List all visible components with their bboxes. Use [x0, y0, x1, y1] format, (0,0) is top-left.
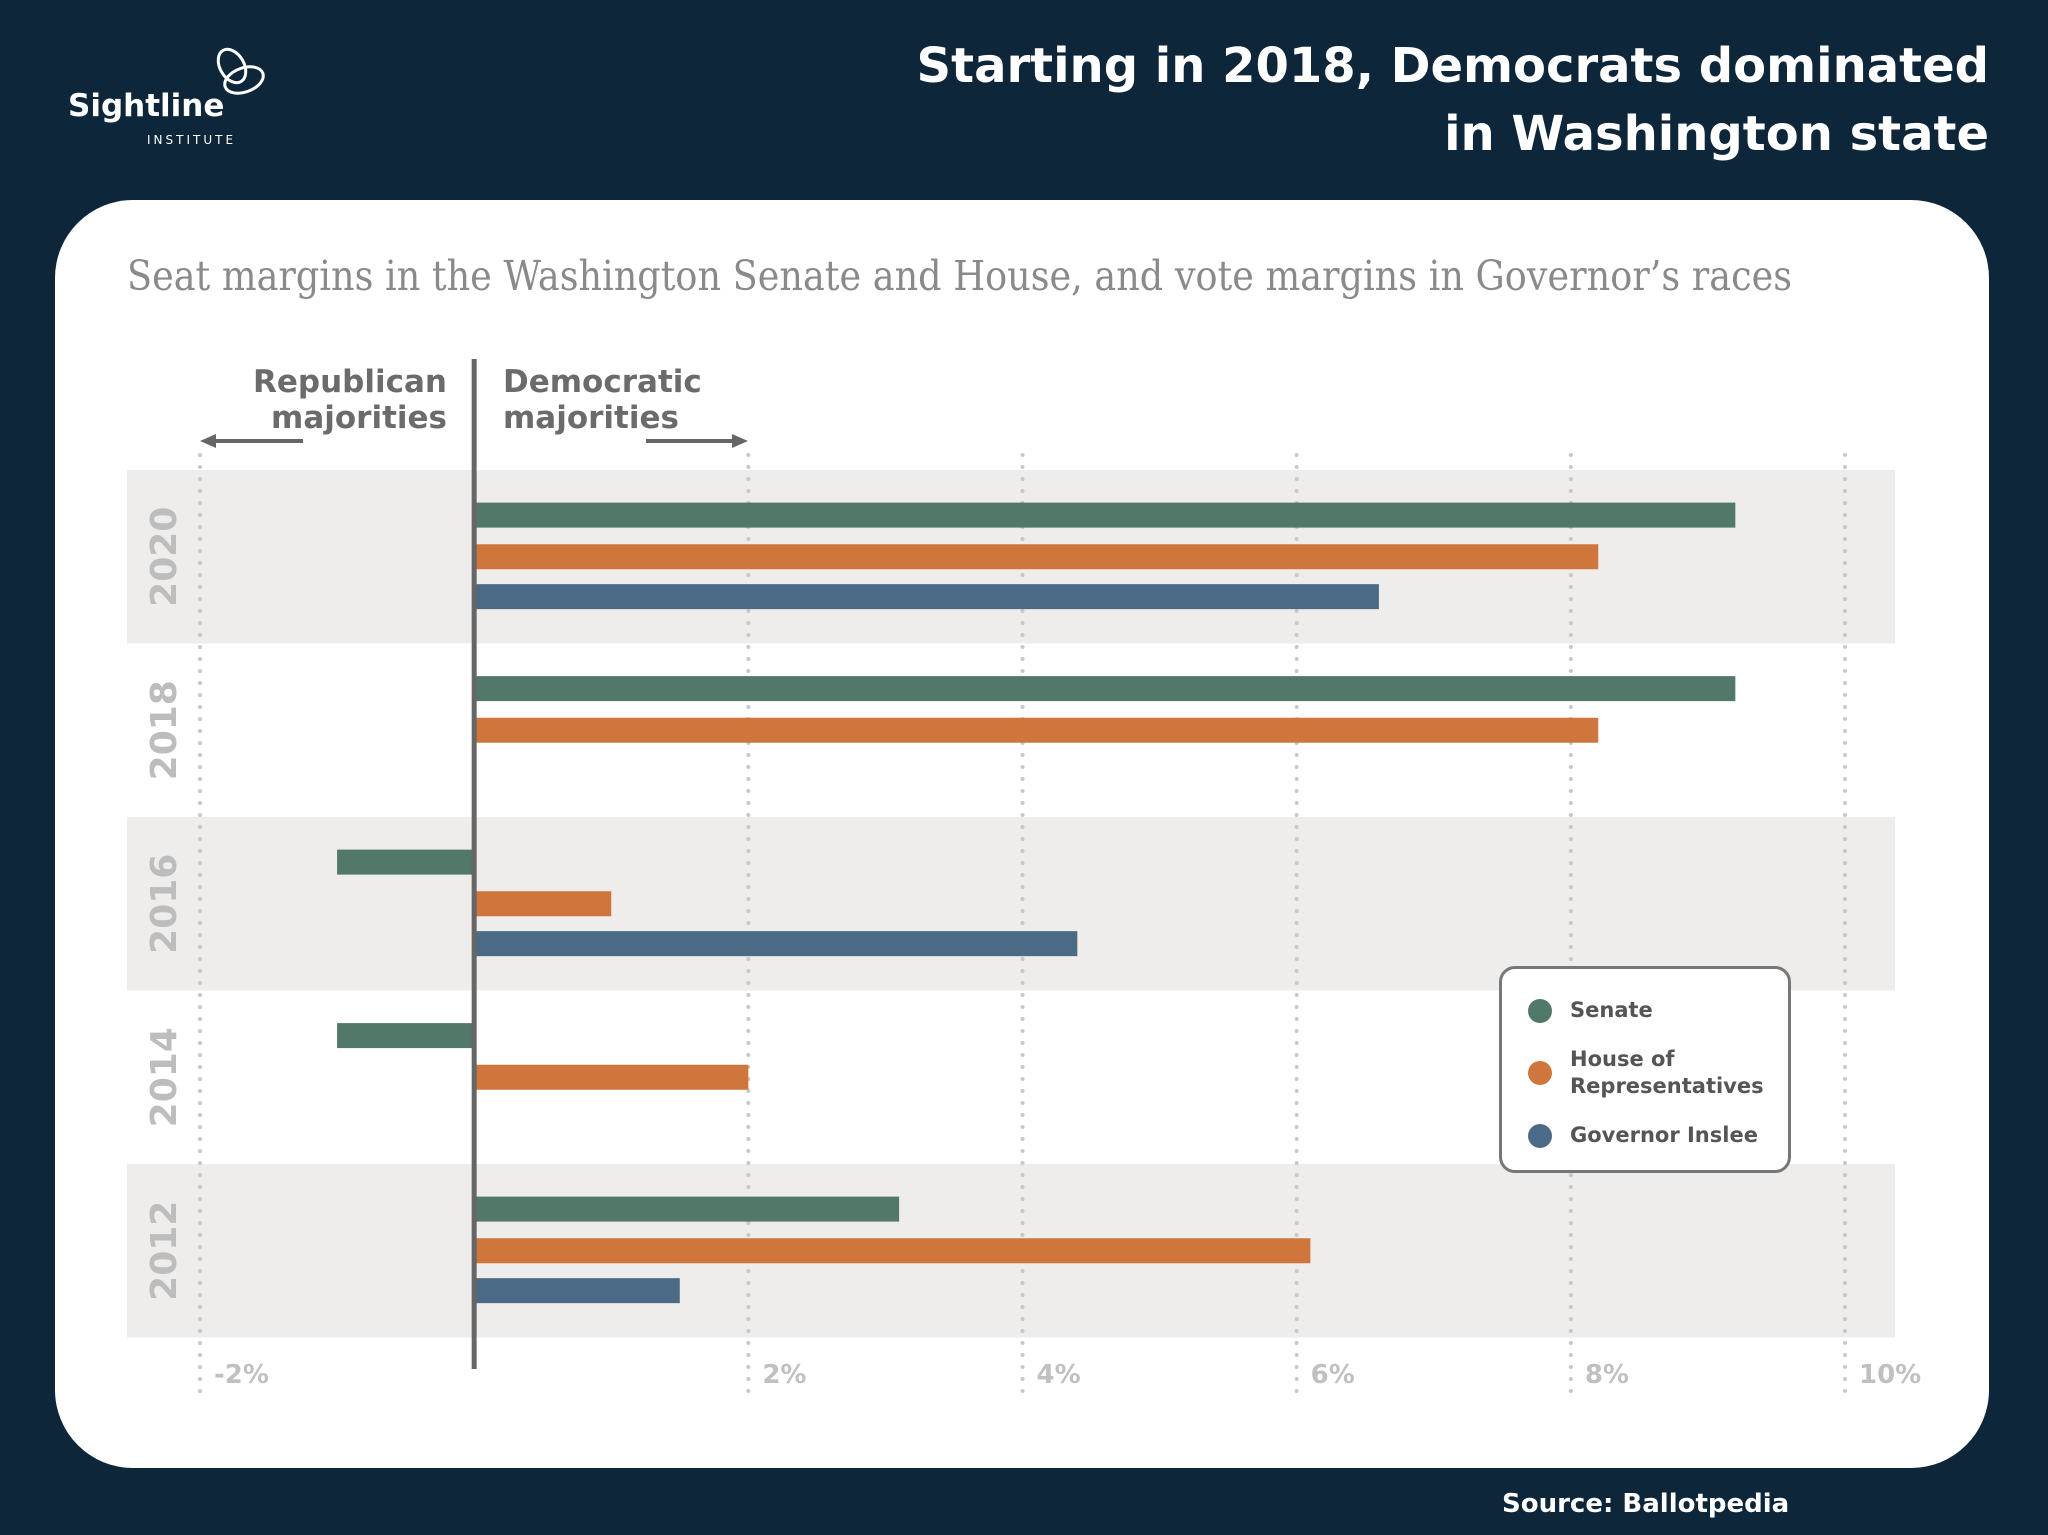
legend-label: Senate	[1570, 998, 1653, 1022]
legend-swatch	[1528, 1123, 1552, 1148]
bar	[337, 1023, 475, 1049]
bar	[474, 931, 1078, 957]
bar	[474, 891, 612, 917]
bar	[474, 544, 1599, 570]
bar	[474, 1238, 1311, 1264]
bar	[474, 502, 1736, 528]
x-tick-label: 8%	[1585, 1360, 1629, 1390]
logo-name: Sightline	[68, 88, 224, 124]
annotation: Democratic	[503, 364, 702, 400]
bar	[474, 1196, 900, 1222]
bar	[337, 849, 475, 875]
bar	[474, 717, 1599, 743]
y-tick-label: 2018	[144, 680, 185, 780]
legend-item: Senate	[1528, 997, 1788, 1024]
bar	[474, 1064, 749, 1090]
legend-label: Governor Inslee	[1570, 1123, 1758, 1147]
x-tick-label: 4%	[1037, 1360, 1081, 1390]
bar	[474, 584, 1379, 610]
annotation: majorities	[503, 400, 679, 436]
annotation: majorities	[271, 400, 447, 436]
band	[127, 817, 1895, 991]
logo-sub: INSTITUTE	[147, 133, 236, 147]
x-tick-label: 10%	[1859, 1360, 1921, 1390]
arrow-head	[200, 434, 216, 448]
legend: Senate House of Representatives Governor I…	[1499, 966, 1791, 1173]
bar	[474, 1278, 680, 1304]
legend-swatch	[1528, 1061, 1552, 1085]
y-tick-label: 2014	[144, 1027, 185, 1127]
bar	[474, 676, 1736, 702]
y-tick-label: 2020	[144, 507, 185, 607]
title: Starting in 2018, Democrats dominated in…	[916, 38, 1989, 162]
x-tick-label: -2%	[214, 1360, 269, 1390]
y-tick-label: 2016	[144, 854, 185, 954]
legend-item: House of Representatives	[1528, 1046, 1788, 1100]
logo-icon	[216, 47, 265, 95]
legend-label: House of Representatives	[1570, 1047, 1764, 1098]
source: Source: Ballotpedia	[1502, 1489, 1789, 1519]
x-tick-label: 2%	[762, 1360, 806, 1390]
legend-swatch	[1528, 998, 1552, 1023]
x-tick-label: 6%	[1311, 1360, 1355, 1390]
y-tick-label: 2012	[144, 1201, 185, 1301]
subtitle: Seat margins in the Washington Senate an…	[127, 252, 1792, 300]
arrow-head	[732, 434, 748, 448]
legend-item: Governor Inslee	[1528, 1122, 1788, 1149]
annotation: Republican	[253, 364, 447, 400]
